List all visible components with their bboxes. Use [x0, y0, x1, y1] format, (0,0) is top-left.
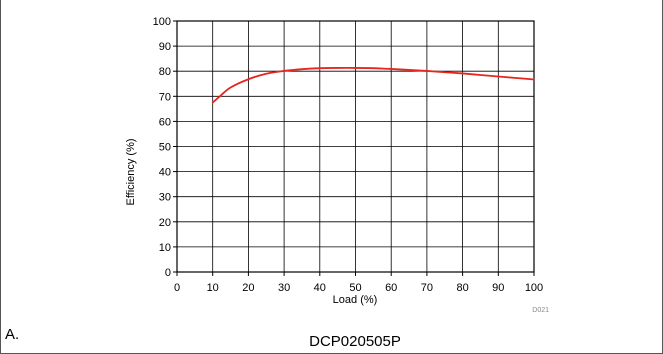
- y-tick-label: 0: [165, 267, 171, 279]
- x-tick-label: 70: [421, 282, 433, 294]
- y-axis-title: Efficiency (%): [125, 138, 137, 205]
- efficiency-curve: [211, 67, 535, 104]
- y-tick-label: 10: [159, 242, 171, 254]
- y-tick-label: 60: [159, 116, 171, 128]
- x-tick-label: 10: [207, 282, 219, 294]
- x-tick-label: 30: [278, 282, 290, 294]
- panel-label: A.: [5, 326, 19, 343]
- y-tick-label: 80: [159, 66, 171, 78]
- x-tick-label: 100: [525, 282, 543, 294]
- x-tick-label: 90: [492, 282, 504, 294]
- y-tick-label: 70: [159, 91, 171, 103]
- figure-caption: DCP020505P: [309, 333, 401, 350]
- x-tick-label: 60: [385, 282, 397, 294]
- x-tick-label: 20: [242, 282, 254, 294]
- series-layer: [211, 67, 535, 104]
- x-tick-label: 0: [174, 282, 180, 294]
- x-tick-label: 80: [456, 282, 468, 294]
- x-tick-labels: 0 10 20 30 40 50 60 70 80 90 100: [174, 282, 543, 294]
- y-tick-label: 20: [159, 217, 171, 229]
- grid-layer: [173, 20, 535, 276]
- x-axis-title: Load (%): [333, 294, 378, 306]
- x-tick-label: 50: [349, 282, 361, 294]
- y-tick-label: 90: [159, 41, 171, 53]
- figure-code: D021: [532, 307, 549, 314]
- x-tick-label: 40: [314, 282, 326, 294]
- y-tick-label: 30: [159, 192, 171, 204]
- y-tick-label: 40: [159, 167, 171, 179]
- y-tick-label: 50: [159, 142, 171, 154]
- y-tick-label: 100: [153, 16, 171, 28]
- y-tick-labels: 0 10 20 30 40 50 60 70 80 90 100: [153, 16, 171, 279]
